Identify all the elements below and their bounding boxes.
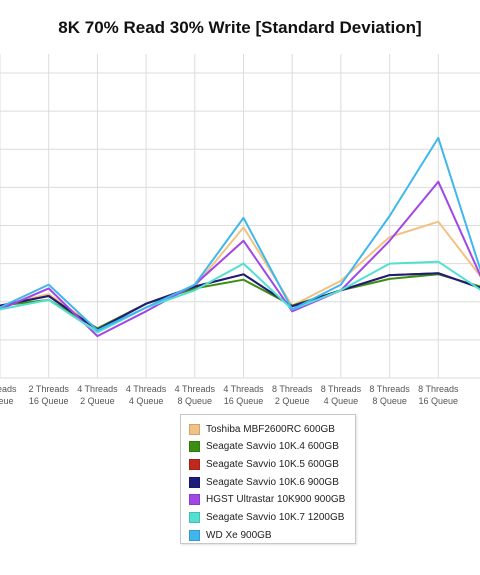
x-tick-label-1-0: 2 Threads bbox=[29, 384, 70, 394]
legend-item-1: Seagate Savvio 10K.4 600GB bbox=[189, 438, 339, 456]
legend-item-6: WD Xe 900GB bbox=[189, 526, 272, 544]
legend-item-0: Toshiba MBF2600RC 600GB bbox=[189, 420, 335, 438]
legend-label: WD Xe 900GB bbox=[206, 529, 272, 541]
x-tick-label-3-1: 4 Queue bbox=[129, 396, 164, 406]
x-tick-label-5-0: 4 Threads bbox=[223, 384, 264, 394]
legend-label: Toshiba MBF2600RC 600GB bbox=[206, 423, 335, 435]
x-tick-label-6-1: 2 Queue bbox=[275, 396, 310, 406]
legend-swatch bbox=[189, 476, 200, 488]
legend: Toshiba MBF2600RC 600GB Seagate Savvio 10… bbox=[180, 414, 356, 544]
x-tick-label-8-1: 8 Queue bbox=[372, 396, 407, 406]
x-tick-label-9-0: 8 Threads bbox=[418, 384, 459, 394]
x-tick-label-0-0: Threads bbox=[0, 384, 17, 394]
legend-item-5: Seagate Savvio 10K.7 1200GB bbox=[189, 509, 344, 527]
legend-swatch bbox=[189, 529, 200, 541]
x-tick-label-4-0: 4 Threads bbox=[175, 384, 216, 394]
legend-swatch bbox=[189, 512, 200, 523]
legend-swatch bbox=[189, 458, 200, 470]
x-tick-label-4-1: 8 Queue bbox=[178, 396, 213, 406]
x-tick-labels: Threads Queue 2 Threads 16 Queue 4 Threads 2 … bbox=[0, 384, 459, 406]
legend-item-3: Seagate Savvio 10K.6 900GB bbox=[189, 473, 339, 491]
chart-title: 8K 70% Read 30% Write [Standard Deviatio… bbox=[58, 18, 422, 37]
x-tick-label-8-0: 8 Threads bbox=[369, 384, 410, 394]
x-tick-label-7-0: 8 Threads bbox=[321, 384, 362, 394]
legend-item-2: Seagate Savvio 10K.5 600GB bbox=[189, 455, 339, 473]
legend-label: Seagate Savvio 10K.4 600GB bbox=[206, 441, 339, 453]
x-tick-label-0-1: Queue bbox=[0, 396, 14, 406]
x-tick-label-6-0: 8 Threads bbox=[272, 384, 313, 394]
legend-label: Seagate Savvio 10K.5 600GB bbox=[206, 458, 339, 470]
x-tick-label-2-1: 2 Queue bbox=[80, 396, 115, 406]
x-tick-label-7-1: 4 Queue bbox=[324, 396, 359, 406]
legend-swatch bbox=[189, 423, 200, 435]
legend-item-4: HGST Ultrastar 10K900 900GB bbox=[189, 491, 345, 509]
x-tick-label-5-1: 16 Queue bbox=[224, 396, 264, 406]
series-lines bbox=[0, 136, 480, 338]
x-tick-label-3-0: 4 Threads bbox=[126, 384, 167, 394]
x-tick-label-2-0: 4 Threads bbox=[77, 384, 118, 394]
series-line-6 bbox=[0, 136, 480, 332]
legend-swatch bbox=[189, 494, 200, 506]
series-line-4 bbox=[0, 180, 480, 338]
legend-label: Seagate Savvio 10K.6 900GB bbox=[206, 476, 339, 488]
x-tick-label-1-1: 16 Queue bbox=[29, 396, 69, 406]
x-tick-label-9-1: 16 Queue bbox=[419, 396, 459, 406]
legend-label: HGST Ultrastar 10K900 900GB bbox=[206, 494, 346, 506]
legend-label: Seagate Savvio 10K.7 1200GB bbox=[206, 512, 345, 523]
grid-lines bbox=[0, 54, 480, 379]
series-line-5 bbox=[0, 260, 480, 334]
legend-swatch bbox=[189, 441, 200, 453]
